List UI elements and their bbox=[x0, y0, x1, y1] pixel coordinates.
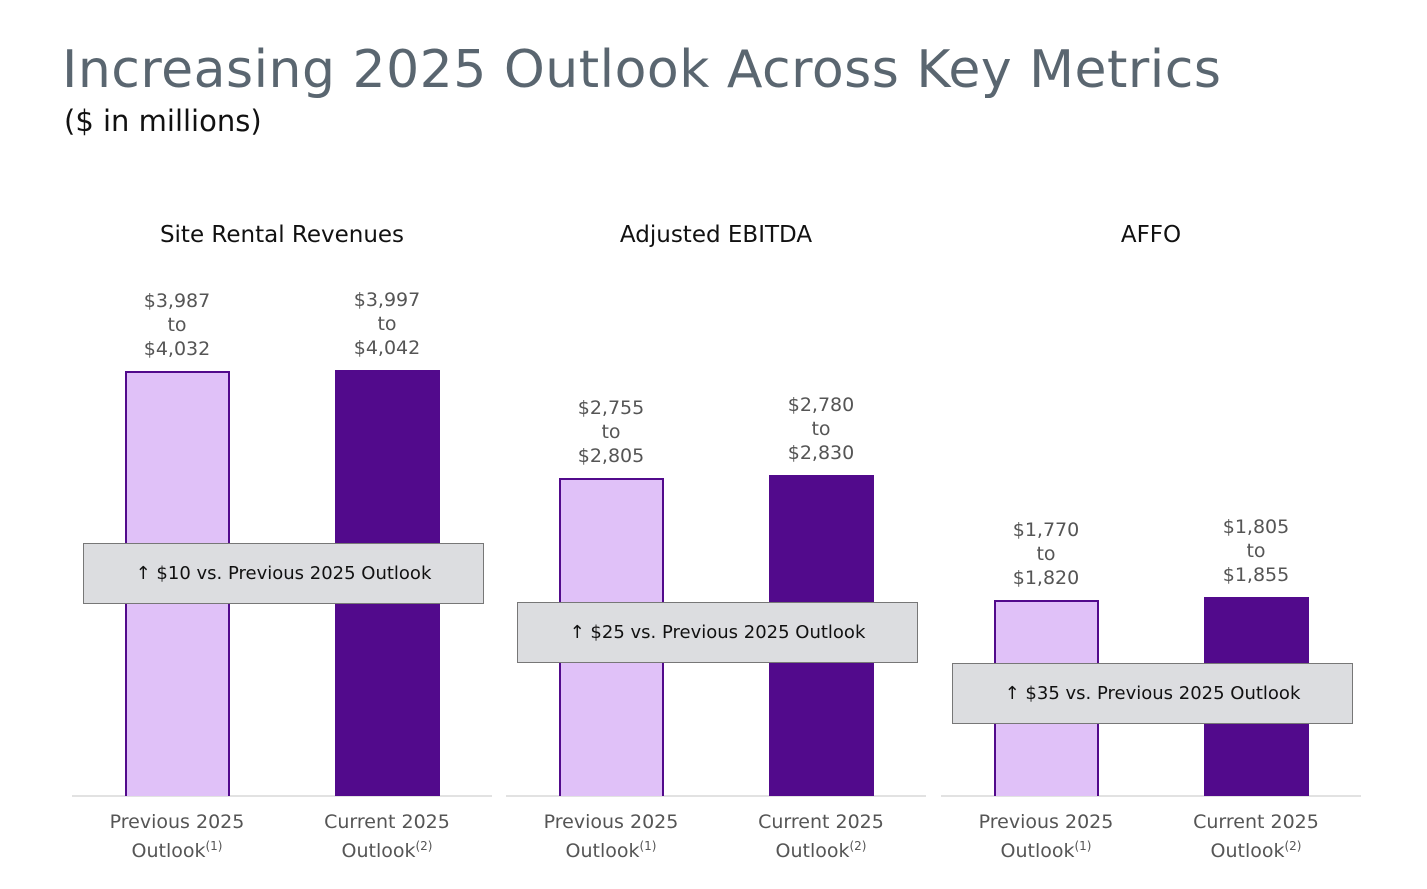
value-label: $1,770 to $1,820 bbox=[976, 518, 1116, 590]
footnote: (2) bbox=[849, 839, 867, 853]
value-label: $3,997 to $4,042 bbox=[317, 288, 457, 360]
range-high: $2,830 bbox=[787, 442, 855, 465]
category: Previous 2025 Outlook bbox=[978, 811, 1114, 862]
range-low: $2,755 bbox=[577, 396, 645, 419]
range-word: to bbox=[1246, 539, 1266, 562]
footnote: (1) bbox=[639, 839, 657, 853]
range-word: to bbox=[811, 418, 831, 441]
range-high: $1,820 bbox=[1012, 567, 1080, 590]
range-low: $1,770 bbox=[1012, 519, 1080, 542]
range-word: to bbox=[601, 420, 621, 443]
chart-title: Adjusted EBITDA bbox=[619, 222, 813, 248]
footnote: (1) bbox=[1074, 839, 1092, 853]
x-tick-label: Current 2025 Outlook(2) bbox=[736, 810, 906, 863]
range-low: $3,997 bbox=[353, 289, 421, 312]
callout: ↑ $10 vs. Previous 2025 Outlook bbox=[83, 543, 484, 604]
range-word: to bbox=[167, 314, 187, 337]
footnote: (1) bbox=[205, 839, 223, 853]
range-low: $1,805 bbox=[1222, 515, 1290, 538]
range-word: to bbox=[1036, 543, 1056, 566]
range-word: to bbox=[377, 313, 397, 336]
category: Previous 2025 Outlook bbox=[543, 811, 679, 862]
value-label: $3,987 to $4,032 bbox=[107, 289, 247, 361]
slide-title: Increasing 2025 Outlook Across Key Metri… bbox=[62, 40, 1222, 100]
baseline bbox=[72, 795, 492, 797]
x-tick-label: Previous 2025 Outlook(1) bbox=[961, 810, 1131, 863]
footnote: (2) bbox=[415, 839, 433, 853]
value-label: $2,755 to $2,805 bbox=[541, 396, 681, 468]
category: Previous 2025 Outlook bbox=[109, 811, 245, 862]
callout: ↑ $25 vs. Previous 2025 Outlook bbox=[517, 602, 918, 663]
range-high: $4,042 bbox=[353, 337, 421, 360]
x-tick-label: Current 2025 Outlook(2) bbox=[302, 810, 472, 863]
callout: ↑ $35 vs. Previous 2025 Outlook bbox=[952, 663, 1353, 724]
baseline bbox=[941, 795, 1361, 797]
range-high: $4,032 bbox=[143, 338, 211, 361]
chart-title: Site Rental Revenues bbox=[159, 222, 405, 248]
category: Current 2025 Outlook bbox=[1193, 811, 1319, 862]
value-label: $2,780 to $2,830 bbox=[751, 393, 891, 465]
category: Current 2025 Outlook bbox=[324, 811, 450, 862]
x-tick-label: Previous 2025 Outlook(1) bbox=[526, 810, 696, 863]
footnote: (2) bbox=[1284, 839, 1302, 853]
slide-subtitle: ($ in millions) bbox=[64, 104, 262, 138]
x-tick-label: Previous 2025 Outlook(1) bbox=[92, 810, 262, 863]
value-label: $1,805 to $1,855 bbox=[1186, 515, 1326, 587]
range-high: $1,855 bbox=[1222, 563, 1290, 586]
range-low: $2,780 bbox=[787, 394, 855, 417]
category: Current 2025 Outlook bbox=[758, 811, 884, 862]
x-tick-label: Current 2025 Outlook(2) bbox=[1171, 810, 1341, 863]
range-high: $2,805 bbox=[577, 444, 645, 467]
baseline bbox=[506, 795, 926, 797]
range-low: $3,987 bbox=[143, 290, 211, 313]
chart-title: AFFO bbox=[1120, 222, 1182, 248]
